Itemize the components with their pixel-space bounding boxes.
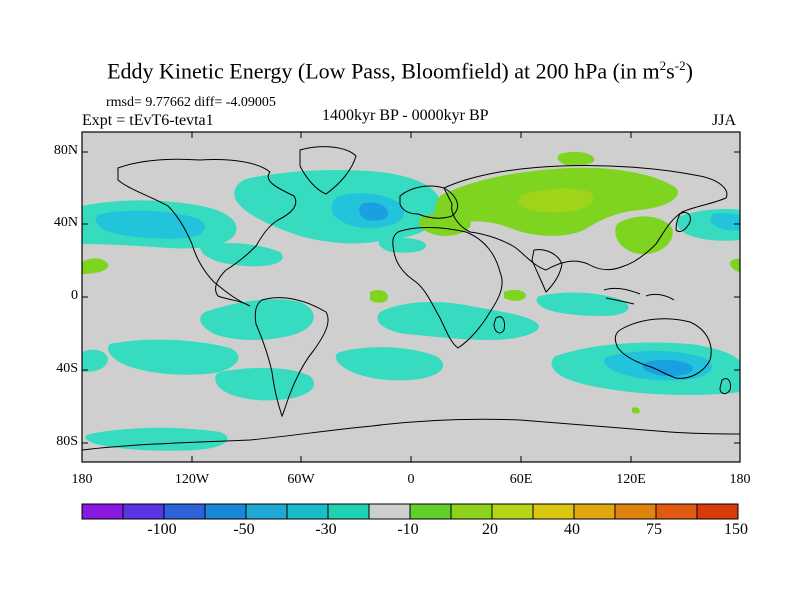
colorbar-box xyxy=(491,503,534,520)
statistics-text: rmsd= 9.77662 diff= -4.09005 xyxy=(106,95,276,110)
contour-east-pacific-subtropic xyxy=(82,258,109,274)
colorbar-label-minus100: -100 xyxy=(147,521,177,538)
coastline-new-zealand xyxy=(719,378,731,395)
contour-indian-small xyxy=(632,407,640,414)
lon-label-180-east: 180 xyxy=(729,472,751,487)
lat-ticks xyxy=(82,151,740,444)
coastline-europe xyxy=(399,185,459,219)
coastline-greenland xyxy=(299,146,357,195)
lat-label-40n: 40N xyxy=(53,215,78,230)
contour-east-pacific-right-core xyxy=(710,213,740,231)
lon-label-60w: 60W xyxy=(287,472,315,487)
lat-label-40s: 40S xyxy=(56,361,78,376)
coastlines xyxy=(82,146,740,451)
contour-east-asia xyxy=(615,216,673,255)
coastline-madagascar xyxy=(493,316,505,334)
coastline-asia xyxy=(443,164,728,271)
colorbar-box xyxy=(327,503,370,520)
contour-south-pacific-mid xyxy=(108,339,239,375)
lon-label-120e: 120E xyxy=(616,472,646,487)
lon-label-120w: 120W xyxy=(174,472,210,487)
coastline-india xyxy=(531,249,563,293)
lat-label-80n: 80N xyxy=(53,143,78,158)
colorbar-box xyxy=(368,503,411,520)
colorbar-label-minus50: -50 xyxy=(233,521,255,538)
colorbar-box xyxy=(81,503,124,520)
contour-pacific-east-edge xyxy=(730,258,740,272)
colorbar-box xyxy=(409,503,452,520)
colorbar-box xyxy=(122,503,165,520)
map-title: Eddy Kinetic Energy (Low Pass, Bloomfiel… xyxy=(107,58,693,84)
contour-antarctic xyxy=(85,427,228,451)
lat-label-80s: 80S xyxy=(56,434,78,449)
contour-south-indian xyxy=(536,292,629,316)
colorbar-box xyxy=(204,503,247,520)
colorbar xyxy=(81,503,739,520)
colorbar-label-150: 150 xyxy=(724,521,748,538)
colorbar-box xyxy=(696,503,739,520)
period-label: 1400kyr BP - 0000kyr BP xyxy=(322,107,489,124)
contour-atlantic-equator xyxy=(370,290,388,303)
colorbar-box xyxy=(163,503,206,520)
contour-subtropical-atlantic xyxy=(378,237,427,253)
contour-south-atlantic-40s xyxy=(335,347,444,381)
contour-south-atlantic xyxy=(377,302,539,340)
contour-africa-equator xyxy=(504,289,526,301)
coastline-japan xyxy=(675,211,691,233)
colorbar-box xyxy=(245,503,288,520)
colorbar-label-minus10: -10 xyxy=(397,521,419,538)
coastline-south-america xyxy=(254,297,329,418)
colorbar-box xyxy=(286,503,329,520)
colorbar-box xyxy=(532,503,575,520)
lon-ticks xyxy=(191,132,632,462)
coastline-africa xyxy=(392,227,503,349)
colorbar-label-minus30: -30 xyxy=(315,521,337,538)
lon-label-0: 0 xyxy=(407,472,415,487)
experiment-label: Expt = tEvT6-tevta1 xyxy=(82,112,214,129)
coastline-north-america xyxy=(117,158,297,307)
coastline-australia xyxy=(614,318,712,379)
coastline-indonesia xyxy=(603,287,675,305)
colorbar-box xyxy=(614,503,657,520)
colorbar-label-20: 20 xyxy=(482,521,498,538)
season-label: JJA xyxy=(712,112,737,129)
colorbar-box xyxy=(573,503,616,520)
contour-north-america xyxy=(200,243,283,267)
contour-south-america-west xyxy=(215,367,315,401)
contour-tropical-pacific xyxy=(200,299,314,340)
colorbar-label-75: 75 xyxy=(646,521,662,538)
lat-label-0: 0 xyxy=(71,288,78,303)
colorbar-box xyxy=(655,503,698,520)
lon-label-60e: 60E xyxy=(509,472,533,487)
contour-south-pacific xyxy=(82,349,108,372)
contour-fill-layer xyxy=(82,151,740,451)
lon-label-180-west: 180 xyxy=(71,472,93,487)
contour-arctic xyxy=(557,151,595,166)
contour-north-atlantic-core2 xyxy=(359,202,389,221)
colorbar-label-40: 40 xyxy=(564,521,580,538)
colorbar-box xyxy=(450,503,493,520)
contour-australia-core2 xyxy=(642,359,693,376)
contour-eurasia-core xyxy=(518,188,594,213)
coastline-antarctica xyxy=(82,418,740,451)
